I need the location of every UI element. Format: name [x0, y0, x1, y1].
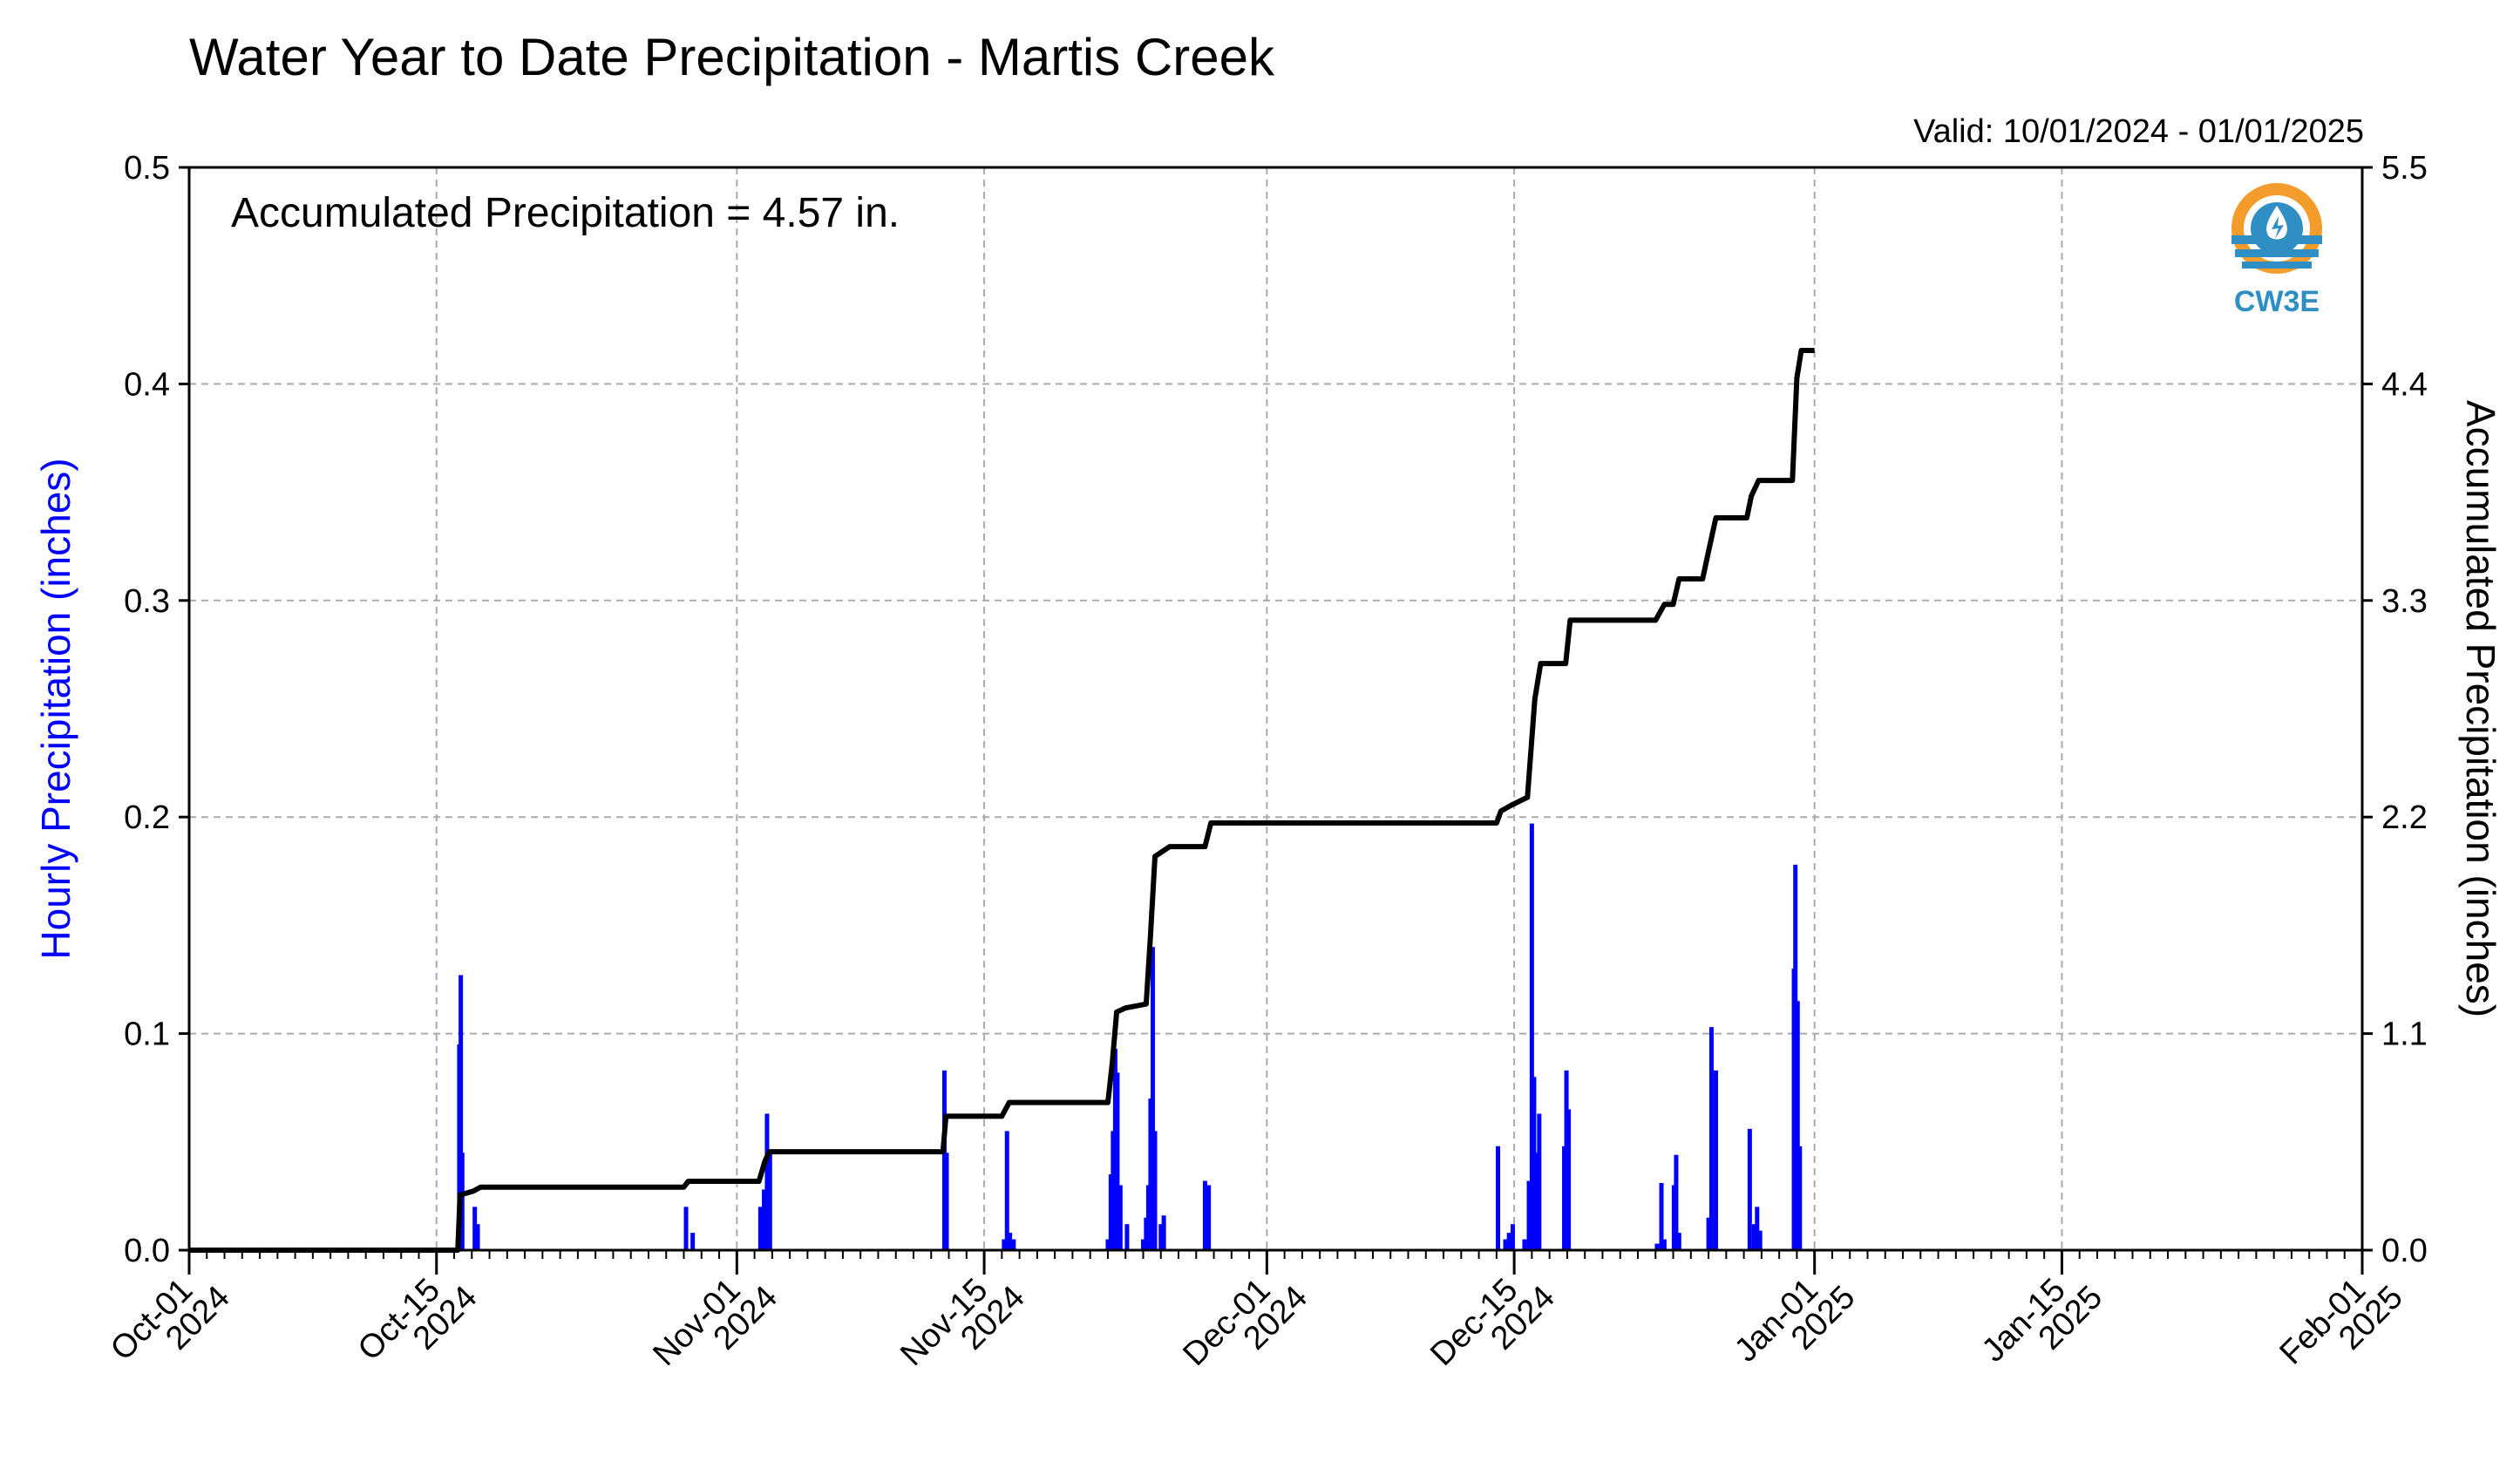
y-left-tick-label: 0.3	[124, 583, 170, 620]
precip-bar	[1506, 1233, 1511, 1250]
precip-bar	[1496, 1146, 1501, 1250]
precip-bar	[1158, 1224, 1164, 1250]
precip-bar	[1797, 1146, 1803, 1250]
cw3e-logo: CW3E	[2231, 183, 2322, 318]
precip-bar	[764, 1113, 770, 1250]
precip-bar	[690, 1233, 696, 1250]
precip-bar	[941, 1070, 947, 1250]
precip-bar	[1532, 1077, 1537, 1250]
y-left-tick-label: 0.0	[124, 1233, 170, 1269]
precip-bar	[1755, 1207, 1760, 1250]
y-right-tick-label: 2.2	[2381, 799, 2428, 836]
precip-bar	[1671, 1185, 1676, 1250]
hourly-precipitation-bars	[457, 823, 1803, 1250]
precip-bar	[1111, 1131, 1116, 1250]
precip-bar	[1674, 1154, 1679, 1250]
precip-bar	[472, 1207, 478, 1250]
precip-bar	[458, 975, 464, 1250]
right-axis-label: Accumulated Precipitation (inches)	[2458, 400, 2503, 1017]
plot-frame	[187, 166, 2364, 1252]
y-right-tick-label: 4.4	[2381, 366, 2428, 403]
precip-bar	[1676, 1233, 1681, 1250]
precip-bar	[1795, 1001, 1800, 1250]
accumulated-annotation: Accumulated Precipitation = 4.57 in.	[231, 190, 900, 236]
y-right-tick-label: 5.5	[2381, 150, 2428, 187]
precip-bar	[1008, 1233, 1013, 1250]
precip-bar	[1011, 1239, 1016, 1250]
precip-bar	[1661, 1239, 1667, 1250]
precip-bar	[1706, 1217, 1711, 1250]
precip-bar	[762, 1189, 767, 1250]
precip-bar	[1140, 1239, 1145, 1250]
precip-bar	[1202, 1180, 1207, 1250]
precip-bar	[1537, 1113, 1542, 1250]
y-left-tick-label: 0.5	[124, 150, 170, 187]
precip-bar	[1152, 1131, 1158, 1250]
chart-title: Water Year to Date Precipitation - Marti…	[189, 28, 1275, 86]
precip-bar	[1714, 1070, 1719, 1250]
precip-bar	[1566, 1109, 1572, 1250]
precip-bar	[1145, 1185, 1151, 1250]
cw3e-water-drop-logo-icon	[2231, 183, 2322, 274]
precip-bar	[1793, 864, 1798, 1250]
precip-bar	[1144, 1217, 1149, 1250]
precip-bar	[1150, 947, 1155, 1250]
precip-bar	[1708, 1027, 1714, 1250]
y-left-tick-label: 0.2	[124, 799, 170, 836]
precip-bar	[1124, 1224, 1130, 1250]
y-right-tick-label: 0.0	[2381, 1233, 2428, 1269]
precip-bar	[1002, 1239, 1007, 1250]
precip-bar	[1206, 1185, 1212, 1250]
precip-bar	[1533, 1153, 1538, 1250]
precip-bar	[1108, 1174, 1113, 1250]
logo-text: CW3E	[2234, 285, 2320, 318]
valid-date-range: Valid: 10/01/2024 - 01/01/2025	[1913, 113, 2364, 150]
precip-bar	[944, 1153, 949, 1250]
accumulated-precipitation-line	[189, 348, 1815, 1253]
precip-bar	[1503, 1239, 1508, 1250]
accumulated-line-path	[189, 348, 1815, 1253]
precip-bar	[1522, 1239, 1527, 1250]
precip-bar	[767, 1153, 772, 1250]
precip-bar	[1161, 1215, 1166, 1250]
y-right-tick-label: 3.3	[2381, 583, 2428, 620]
precip-bar	[1747, 1128, 1752, 1250]
precip-bar	[1757, 1230, 1763, 1250]
precip-bar	[1526, 1180, 1532, 1250]
precip-bar	[1105, 1239, 1111, 1250]
precip-bar	[1004, 1131, 1009, 1250]
precip-bar	[475, 1224, 480, 1250]
precip-bar	[1529, 823, 1534, 1250]
precip-bar	[1117, 1185, 1123, 1250]
precip-bar	[1115, 1072, 1120, 1250]
y-left-tick-label: 0.1	[124, 1017, 170, 1053]
left-axis-label: Hourly Precipitation (inches)	[33, 458, 78, 959]
precip-bar	[1751, 1224, 1756, 1250]
y-right-tick-label: 1.1	[2381, 1017, 2428, 1053]
precip-bar	[1148, 1098, 1153, 1250]
precip-bar	[1659, 1182, 1664, 1250]
precip-bar	[1112, 1048, 1117, 1250]
precip-bar	[1562, 1146, 1567, 1250]
axis-ticks: 0.0 0.1 0.2 0.3 0.4 0.5 0.0 1.1 2.2 3.3 4.4 5.5 Oct-…	[104, 150, 2428, 1373]
precip-bar	[757, 1207, 763, 1250]
precip-bar	[1654, 1243, 1660, 1250]
grid-lines	[189, 167, 2362, 1250]
precip-bar	[683, 1207, 689, 1250]
precip-bar	[1510, 1224, 1515, 1250]
y-left-tick-label: 0.4	[124, 366, 170, 403]
precip-bar	[1564, 1070, 1569, 1250]
